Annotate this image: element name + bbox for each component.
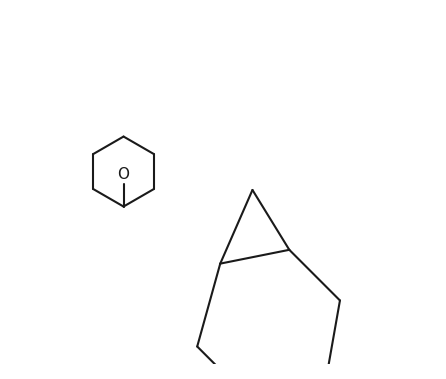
Text: O: O [118,167,129,182]
